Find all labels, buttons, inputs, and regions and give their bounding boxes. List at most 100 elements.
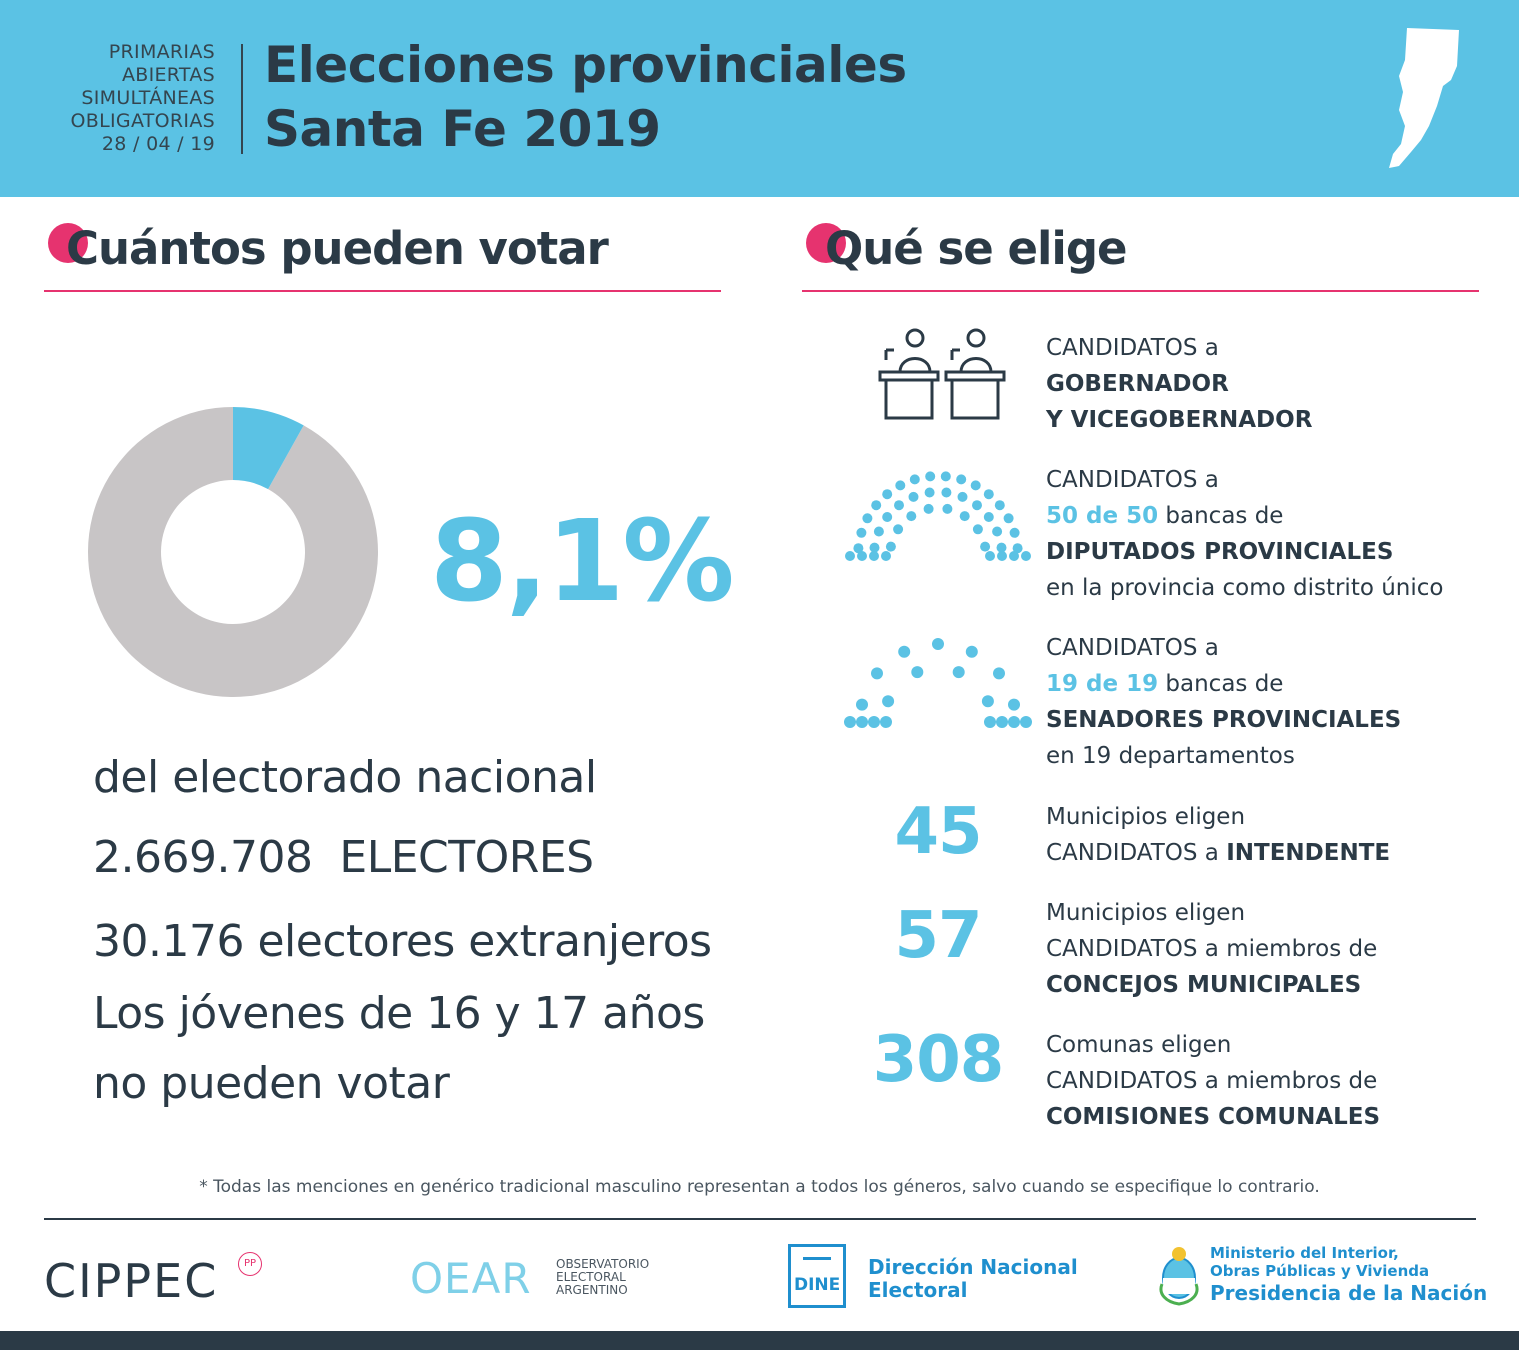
senadores-seat [993,667,1005,680]
diputados-seat [908,491,919,502]
diputados-seat [1021,551,1031,561]
percent-value: 8,1% [430,497,735,627]
diputados-seat [869,551,879,561]
senadores-seat [856,698,868,711]
diputados-line-2: 50 de 50 bancas de [1046,498,1443,534]
diputados-highlight: 50 de 50 [1046,503,1159,529]
diputados-line-2-rest: bancas de [1165,503,1284,529]
jovenes-line-2: no pueden votar [93,1058,450,1109]
senadores-seat [898,645,911,658]
dine-line-1: Dirección Nacional [868,1255,1078,1279]
ministerio-line-1: Ministerio del Interior, [1210,1244,1399,1262]
diputados-seat [980,541,991,552]
diputados-seat [869,542,880,553]
senadores-seat [1008,698,1020,711]
oear-line-3: ARGENTINO [556,1283,628,1297]
left-heading-rule [44,290,721,292]
header-pre-line-1: PRIMARIAS [108,41,215,63]
page-title-line-1: Elecciones provinciales [264,36,907,94]
diputados-seat [925,471,936,482]
diputados-seat [941,487,952,498]
comisiones-text: Comunas eligen CANDIDATOS a miembros de … [1046,1027,1380,1135]
diputados-seat [994,500,1005,511]
senadores-highlight: 19 de 19 [1046,671,1159,697]
diputados-seat [871,500,882,511]
diputados-seat [957,491,968,502]
diputados-seat [1009,527,1020,538]
diputados-seat [972,500,982,511]
footnote: * Todas las menciones en genérico tradic… [199,1177,1320,1197]
senadores-seat [1008,716,1020,728]
bottom-bar [0,1331,1519,1350]
comisiones-line-2: CANDIDATOS a miembros de [1046,1068,1378,1094]
senadores-seat [965,645,978,658]
senadores-seat [882,695,895,708]
comisiones-line-1: Comunas eligen [1046,1032,1232,1058]
coat-of-arms-icon [1159,1247,1199,1306]
diputados-seat [942,503,953,514]
diputados-seat [997,551,1007,561]
intendente-line-1: Municipios eligen [1046,804,1246,830]
senadores-seat [952,666,965,679]
diputados-seat [856,527,867,538]
cippec-logo-text: CIPPEC [44,1254,219,1308]
senadores-seat [871,667,883,680]
concejos-text: Municipios eligen CANDIDATOS a miembros … [1046,895,1377,1003]
header-pre-line-2: ABIERTAS [121,64,215,86]
diputados-seat [885,541,896,552]
page-title-line-2: Santa Fe 2019 [264,100,661,158]
senadores-seat [1020,716,1032,728]
senadores-seat [880,716,892,728]
electores-label: ELECTORES [339,832,594,883]
diputados-seat [983,512,994,522]
diputados-seat [956,474,967,485]
diputados-seat [862,513,873,524]
comisiones-number: 308 [872,1023,1005,1097]
donut-share-segment [233,407,304,490]
electorado-nacional-text: del electorado nacional [93,752,597,803]
diputados-seat [970,480,981,491]
diputados-seat [882,489,893,500]
diputados-seat [923,503,934,514]
extranjeros-number: 30.176 [93,916,244,967]
diputados-seat [992,526,1003,537]
electores-extranjeros: 30.176 electores extranjeros [93,916,712,967]
footer-divider [44,1218,1476,1220]
cippec-logo: CIPPEC PP [44,1250,274,1310]
electores-number: 2.669.708 [93,832,313,883]
senadores-seat [932,638,944,650]
jovenes-line-1: Los jóvenes de 16 y 17 años [93,988,705,1039]
diputados-seat [1009,551,1019,561]
senadores-line-1: CANDIDATOS a [1046,635,1219,661]
diputados-seat [1012,543,1023,554]
senadores-hemicycle-icon [844,638,1032,728]
podium-candidates-icon [878,328,1006,420]
diputados-seat [893,524,904,535]
dine-logo-box-text: DINE [794,1275,841,1295]
diputados-seat [894,500,904,511]
oear-logo: OEAR OBSERVATORIO ELECTORAL ARGENTINO [410,1254,680,1304]
dine-line-2: Electoral [868,1278,968,1302]
comisiones-line-3: COMISIONES COMUNALES [1046,1104,1381,1130]
donut-rest-segment [88,407,378,697]
heading-cuantos-pueden-votar: Cuántos pueden votar [66,222,609,275]
concejos-number: 57 [894,899,982,973]
dine-logo-text: Dirección Nacional Electoral [868,1256,1078,1302]
oear-line-1: OBSERVATORIO [556,1257,650,1271]
diputados-seat [909,474,920,485]
diputados-seat [983,489,994,500]
diputados-seat [959,511,970,522]
diputados-seat [985,551,995,561]
senadores-seat [856,716,868,728]
ministerio-line-2: Obras Públicas y Vivienda [1210,1262,1430,1280]
diputados-line-3: DIPUTADOS PROVINCIALES [1046,539,1394,565]
header-date: 28 / 04 / 19 [101,133,215,155]
diputados-line-1: CANDIDATOS a [1046,467,1219,493]
diputados-seat [972,524,983,535]
dine-logo: DINE Dirección Nacional Electoral [788,1244,1088,1314]
diputados-seat [906,511,917,522]
ministerio-logo-text: Ministerio del Interior, Obras Públicas … [1210,1244,1487,1306]
heading-bullet-left [48,223,88,263]
heading-bullet-right [806,223,846,263]
header-banner: PRIMARIAS ABIERTAS SIMULTÁNEAS OBLIGATOR… [0,0,1519,197]
